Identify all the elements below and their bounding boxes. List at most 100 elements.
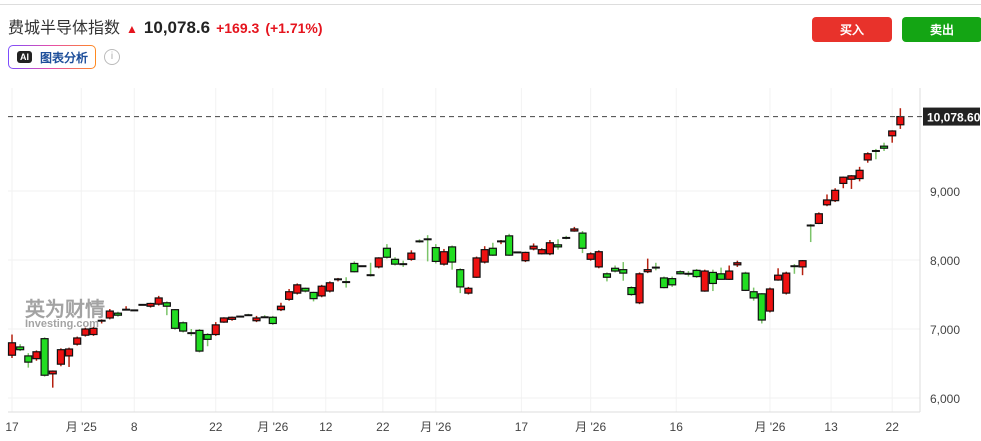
candle-body [48, 370, 57, 375]
candle-body [888, 130, 897, 137]
candle [765, 287, 775, 313]
ai-icon: AI [17, 51, 32, 63]
candle [138, 303, 147, 306]
candle-body [798, 260, 807, 268]
candle-body [627, 287, 636, 296]
candle-body [40, 338, 49, 376]
candle-body [472, 257, 481, 278]
watermark-en: Investing.com [25, 318, 99, 330]
candle-body [268, 316, 277, 325]
candle [268, 315, 277, 325]
candle [562, 235, 571, 240]
candle [855, 166, 864, 182]
candle-body [73, 337, 82, 345]
candle [285, 288, 294, 301]
buy-button[interactable]: 买入 [812, 17, 892, 42]
candle-body [89, 327, 98, 336]
candle [782, 271, 791, 295]
candle-body [814, 213, 823, 225]
candle-body [317, 285, 326, 297]
candle [260, 315, 269, 319]
candle-body [765, 288, 775, 312]
candle [40, 337, 49, 377]
candle [423, 235, 432, 262]
candle-body [448, 246, 457, 263]
candle [187, 329, 196, 336]
x-tick-label: 月 '26 [257, 420, 288, 434]
candle [64, 347, 74, 367]
candle-body [480, 249, 489, 263]
candle-body [578, 232, 587, 249]
candle-body [7, 342, 17, 356]
x-tick-label: 22 [376, 420, 390, 434]
ai-chart-analysis-button[interactable]: AI 图表分析 [8, 45, 96, 69]
x-tick-label: 16 [670, 420, 684, 434]
candle [325, 281, 334, 293]
arrow-up-icon: ▲ [126, 22, 138, 36]
candle [431, 244, 440, 264]
candle-body [668, 278, 677, 286]
candle [219, 317, 228, 323]
candle [773, 268, 783, 281]
candle-body [252, 317, 261, 322]
candle [610, 265, 620, 273]
last-price-label: 10,078.60 [927, 111, 981, 125]
candle-body [285, 291, 294, 300]
candle [374, 257, 383, 269]
candle-body [211, 324, 220, 336]
candle-body [529, 245, 538, 250]
candle [73, 336, 82, 346]
candle [725, 265, 734, 281]
top-divider [0, 4, 981, 5]
candle-body [839, 176, 848, 185]
candle-body [619, 269, 628, 274]
candle-body [32, 351, 41, 360]
candle [839, 176, 848, 189]
candle [16, 344, 25, 352]
candle [545, 239, 555, 256]
candle [179, 321, 188, 333]
candle [888, 130, 897, 143]
candle [553, 239, 563, 250]
candle-body [464, 287, 473, 294]
candle [89, 326, 98, 336]
candle-body [855, 169, 864, 180]
candle-body [863, 153, 872, 161]
last-price: 10,078.6 [143, 18, 211, 37]
candle-body [896, 115, 905, 126]
candle [505, 233, 514, 256]
candle [537, 248, 546, 255]
candle [578, 231, 587, 254]
candle [334, 277, 342, 282]
candle-body [146, 302, 155, 307]
candle [195, 329, 204, 353]
x-tick-label: 月 '26 [754, 420, 785, 434]
candle-body [521, 251, 530, 262]
candle [896, 108, 905, 129]
watermark: 英为财情 Investing.com [25, 297, 105, 330]
candle [97, 319, 106, 324]
candle-body [782, 272, 791, 294]
y-tick-label: 6,000 [930, 392, 960, 406]
x-tick-label: 12 [319, 420, 333, 434]
candle-body [390, 258, 400, 265]
candle [236, 315, 245, 318]
instrument-title: 费城半导体指数 [8, 20, 121, 37]
candle [594, 250, 603, 269]
x-tick-label: 月 '26 [420, 420, 451, 434]
candle-body [309, 291, 318, 300]
sell-button[interactable]: 卖出 [902, 17, 981, 42]
info-icon[interactable]: i [104, 49, 120, 65]
candle [668, 276, 677, 287]
candle [806, 224, 815, 243]
candle [602, 272, 612, 282]
candle-body [227, 316, 237, 320]
candle [382, 244, 391, 259]
candle [790, 264, 799, 274]
candle [122, 306, 131, 311]
candle-body [594, 251, 603, 268]
candle-body [170, 309, 180, 329]
candle-body [602, 273, 612, 278]
candle [146, 302, 155, 308]
